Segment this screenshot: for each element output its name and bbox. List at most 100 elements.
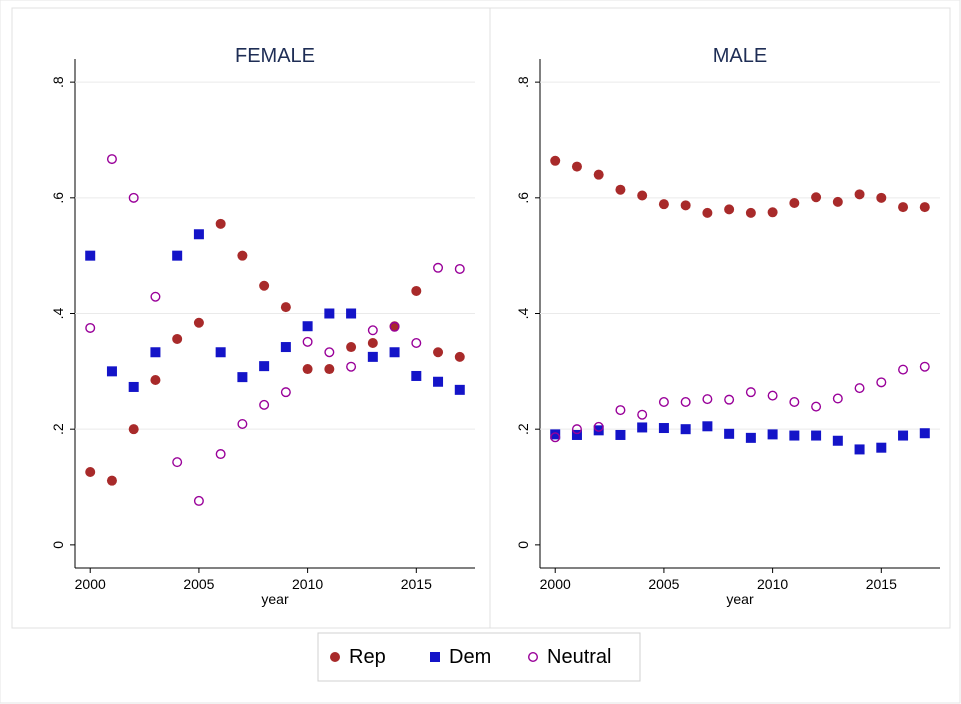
marker [280, 387, 291, 398]
marker [346, 361, 357, 372]
y-tick-label: .6 [50, 192, 66, 204]
marker [680, 200, 691, 211]
y-tick-label: .2 [50, 423, 66, 435]
marker [832, 393, 843, 404]
marker [571, 429, 582, 440]
marker [854, 444, 865, 455]
x-tick-label: 2010 [292, 576, 323, 592]
y-tick-label: .4 [50, 307, 66, 319]
panel-frame [11, 7, 491, 629]
marker [172, 457, 183, 468]
marker [593, 169, 604, 180]
marker [615, 405, 626, 416]
legend-marker [430, 652, 440, 662]
marker [237, 372, 248, 383]
marker [876, 377, 887, 388]
y-tick-label: 0 [515, 541, 531, 549]
y-tick-label: .8 [515, 76, 531, 88]
marker [680, 424, 691, 435]
marker [389, 321, 400, 332]
marker [898, 202, 909, 213]
marker [767, 207, 778, 218]
marker [550, 155, 561, 166]
marker [637, 422, 648, 433]
marker [215, 347, 226, 358]
marker [237, 418, 248, 429]
marker [854, 383, 865, 394]
y-tick-label: .4 [515, 307, 531, 319]
marker [193, 317, 204, 328]
marker [389, 347, 400, 358]
marker [745, 207, 756, 218]
marker [411, 370, 422, 381]
marker [680, 396, 691, 407]
marker [832, 435, 843, 446]
x-tick-label: 2000 [540, 576, 571, 592]
marker [324, 308, 335, 319]
marker [593, 421, 604, 432]
y-tick-label: .2 [515, 423, 531, 435]
marker [367, 325, 378, 336]
marker [302, 321, 313, 332]
marker [280, 342, 291, 353]
marker [702, 421, 713, 432]
marker [745, 387, 756, 398]
marker [811, 401, 822, 412]
marker [85, 466, 96, 477]
x-axis-label: year [726, 591, 754, 607]
marker [702, 207, 713, 218]
marker [302, 364, 313, 375]
marker [85, 322, 96, 333]
marker [767, 390, 778, 401]
marker [128, 381, 139, 392]
marker [367, 351, 378, 362]
marker [128, 424, 139, 435]
marker [593, 425, 604, 436]
marker [876, 192, 887, 203]
marker [215, 449, 226, 460]
marker [702, 394, 713, 405]
marker [128, 192, 139, 203]
marker [367, 337, 378, 348]
marker [571, 424, 582, 435]
x-axis-label: year [261, 591, 289, 607]
marker [811, 192, 822, 203]
legend-label: Dem [449, 646, 491, 668]
marker [658, 396, 669, 407]
y-tick-label: 0 [50, 541, 66, 549]
x-tick-label: 2010 [757, 576, 788, 592]
marker [433, 262, 444, 273]
marker [193, 495, 204, 506]
x-tick-label: 2015 [401, 576, 432, 592]
marker [215, 218, 226, 229]
marker [637, 409, 648, 420]
marker [898, 364, 909, 375]
marker [789, 430, 800, 441]
marker [237, 250, 248, 261]
marker [898, 430, 909, 441]
marker [85, 250, 96, 261]
marker [106, 475, 117, 486]
marker [550, 432, 561, 443]
marker [637, 190, 648, 201]
marker [172, 333, 183, 344]
marker [150, 291, 161, 302]
marker [724, 394, 735, 405]
x-tick-label: 2005 [183, 576, 214, 592]
marker [454, 263, 465, 274]
marker [615, 429, 626, 440]
marker [854, 189, 865, 200]
legend-marker [330, 652, 340, 662]
marker [615, 184, 626, 195]
marker [724, 204, 735, 215]
marker [193, 229, 204, 240]
legend-marker [528, 652, 539, 663]
marker [919, 361, 930, 372]
marker [550, 429, 561, 440]
marker [811, 430, 822, 441]
marker [745, 432, 756, 443]
marker [150, 347, 161, 358]
legend-label: Neutral [547, 646, 611, 668]
marker [433, 347, 444, 358]
